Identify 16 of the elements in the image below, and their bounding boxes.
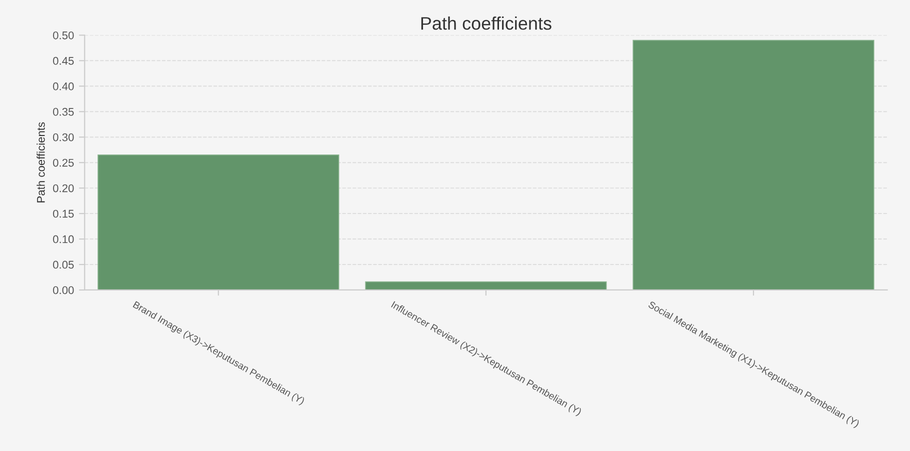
chart-title: Path coefficients bbox=[421, 16, 552, 30]
y-tick-label: 0.45 bbox=[53, 56, 74, 65]
bar bbox=[98, 154, 340, 290]
y-tick-label: 0.10 bbox=[53, 235, 74, 244]
y-tick-label: 0.35 bbox=[53, 108, 74, 116]
y-tick-label: 0.20 bbox=[53, 184, 74, 192]
y-tick-label: 0.40 bbox=[53, 82, 74, 90]
y-tick-label: 0.25 bbox=[53, 158, 74, 167]
y-tick-label: 0.05 bbox=[53, 260, 74, 269]
y-axis-title: Path coefficients bbox=[36, 122, 45, 202]
y-tick-label: 0.00 bbox=[53, 286, 74, 294]
y-tick-label: 0.50 bbox=[53, 31, 74, 40]
y-tick-label: 0.30 bbox=[53, 133, 74, 142]
y-tick-label: 0.15 bbox=[53, 210, 74, 218]
bar bbox=[632, 40, 874, 290]
bar bbox=[365, 281, 607, 290]
